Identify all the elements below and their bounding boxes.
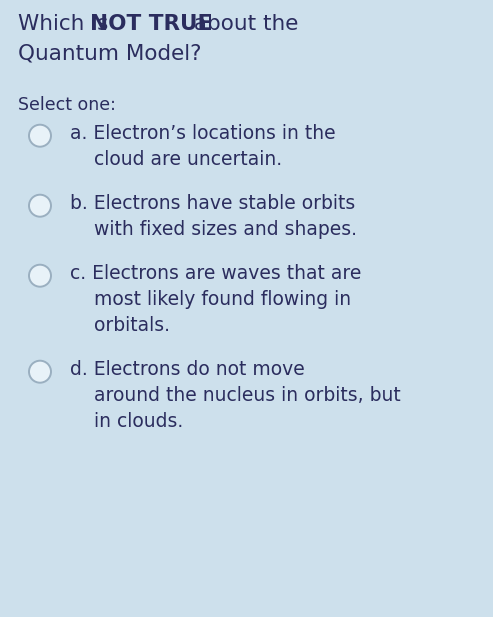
- Text: Which is: Which is: [18, 14, 115, 34]
- Text: in clouds.: in clouds.: [70, 412, 183, 431]
- Text: d. Electrons do not move: d. Electrons do not move: [70, 360, 305, 379]
- Text: Quantum Model?: Quantum Model?: [18, 44, 202, 64]
- Circle shape: [29, 361, 51, 383]
- Text: most likely found flowing in: most likely found flowing in: [70, 290, 351, 309]
- Text: Select one:: Select one:: [18, 96, 116, 114]
- Circle shape: [29, 265, 51, 287]
- Text: NOT TRUE: NOT TRUE: [90, 14, 212, 34]
- Circle shape: [29, 125, 51, 147]
- Text: a. Electron’s locations in the: a. Electron’s locations in the: [70, 124, 336, 143]
- Text: around the nucleus in orbits, but: around the nucleus in orbits, but: [70, 386, 401, 405]
- Text: about the: about the: [187, 14, 298, 34]
- Text: c. Electrons are waves that are: c. Electrons are waves that are: [70, 264, 361, 283]
- Text: orbitals.: orbitals.: [70, 316, 170, 335]
- Circle shape: [29, 195, 51, 217]
- Text: with fixed sizes and shapes.: with fixed sizes and shapes.: [70, 220, 357, 239]
- Text: cloud are uncertain.: cloud are uncertain.: [70, 150, 282, 169]
- Text: b. Electrons have stable orbits: b. Electrons have stable orbits: [70, 194, 355, 213]
